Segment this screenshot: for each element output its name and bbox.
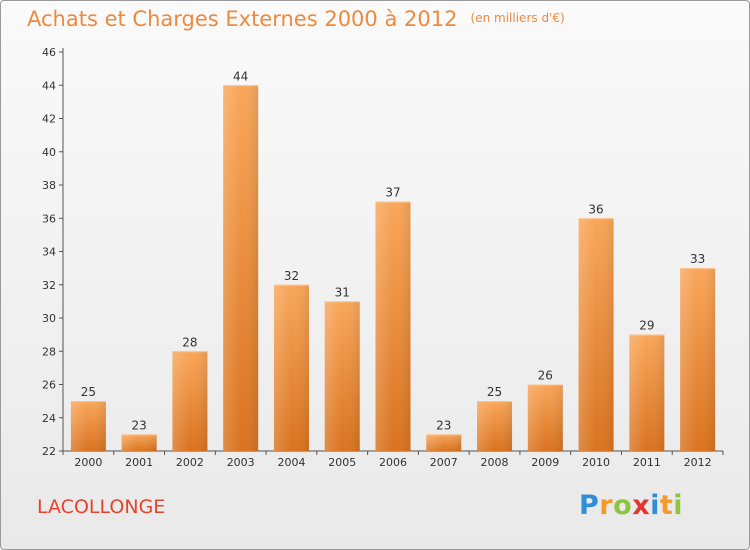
bar-shade: [121, 434, 157, 451]
x-tick-label: 2012: [684, 456, 712, 469]
bar-shade: [172, 351, 208, 451]
x-tick-label: 2005: [328, 456, 356, 469]
proxiti-logo: Proxiti: [579, 490, 683, 521]
data-label: 23: [132, 418, 147, 432]
x-tick-label: 2000: [74, 456, 102, 469]
chart-title: Achats et Charges Externes 2000 à 2012: [27, 7, 458, 31]
data-label: 31: [335, 285, 350, 299]
logo-letter: i: [650, 490, 660, 521]
x-tick-label: 2003: [227, 456, 255, 469]
y-tick-label: 40: [42, 146, 56, 159]
x-tick-label: 2004: [277, 456, 305, 469]
data-label: 32: [284, 269, 299, 283]
y-tick-label: 46: [42, 46, 56, 59]
y-tick-label: 22: [42, 445, 56, 458]
data-label: 23: [436, 418, 451, 432]
x-tick-label: 2010: [582, 456, 610, 469]
data-label: 37: [385, 186, 400, 200]
bar-shade: [477, 401, 513, 451]
x-tick-label: 2008: [481, 456, 509, 469]
y-tick-label: 44: [42, 79, 56, 92]
y-tick-label: 26: [42, 379, 56, 392]
bar-shade: [527, 384, 563, 451]
logo-letter: x: [632, 490, 651, 521]
data-label: 25: [81, 385, 96, 399]
logo-letter: P: [579, 490, 600, 521]
x-tick-label: 2001: [125, 456, 153, 469]
y-tick-label: 24: [42, 412, 56, 425]
y-tick-label: 30: [42, 312, 56, 325]
data-label: 36: [588, 202, 603, 216]
bar-shade: [375, 201, 411, 451]
bar-shade: [578, 218, 614, 451]
x-tick-label: 2009: [531, 456, 559, 469]
x-tick-label: 2006: [379, 456, 407, 469]
logo-letter: o: [613, 490, 633, 521]
x-tick-label: 2007: [430, 456, 458, 469]
logo-letter: r: [599, 490, 614, 521]
chart-unit-label: (en milliers d'€): [470, 11, 565, 25]
logo-letter: i: [673, 490, 684, 521]
y-tick-label: 38: [42, 179, 56, 192]
data-label: 26: [538, 369, 553, 383]
logo-letter: t: [659, 490, 674, 521]
commune-name: LACOLLONGE: [37, 496, 166, 518]
bar-shade: [426, 434, 462, 451]
data-label: 29: [639, 319, 654, 333]
y-tick-label: 36: [42, 212, 56, 225]
bar-shade: [70, 401, 106, 451]
y-tick-label: 28: [42, 345, 56, 358]
bar-shade: [273, 284, 309, 451]
data-label: 44: [233, 69, 248, 83]
x-tick-label: 2002: [176, 456, 204, 469]
bar-shade: [324, 301, 360, 451]
y-tick-label: 34: [42, 246, 56, 259]
chart-title-block: Achats et Charges Externes 2000 à 2012 (…: [27, 7, 565, 31]
y-tick-label: 42: [42, 113, 56, 126]
x-tick-label: 2011: [633, 456, 661, 469]
bar-shade: [223, 85, 259, 451]
bar-shade: [680, 268, 716, 451]
bar-shade: [629, 334, 665, 451]
data-label: 25: [487, 385, 502, 399]
data-label: 33: [690, 252, 705, 266]
data-label: 28: [182, 335, 197, 349]
y-tick-label: 32: [42, 279, 56, 292]
